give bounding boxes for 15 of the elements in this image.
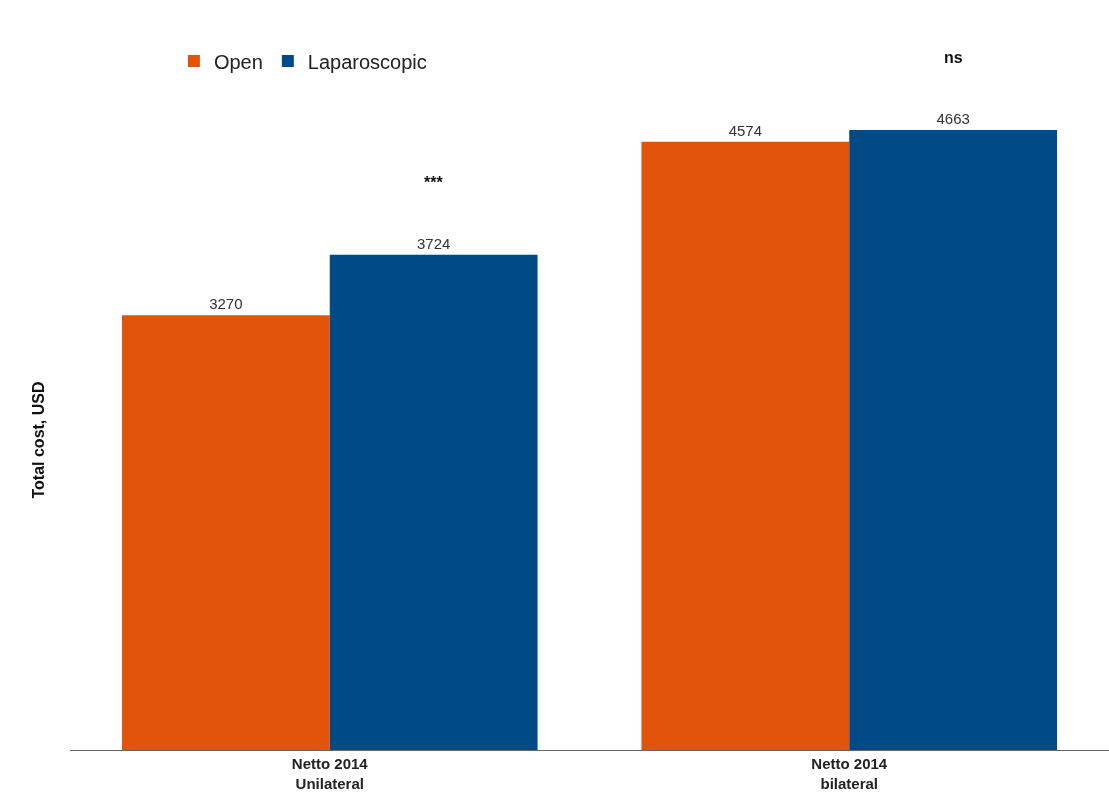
x-tick-label: Netto 2014 Unilateral bbox=[291, 755, 369, 792]
bar bbox=[121, 315, 330, 750]
bar bbox=[641, 141, 850, 750]
bar bbox=[329, 254, 538, 750]
data-label: 3270 bbox=[209, 295, 243, 313]
x-tick-label: Netto 2014 bilateral bbox=[811, 755, 888, 792]
text: ns bbox=[944, 49, 963, 66]
y-axis-title: Total cost, USD bbox=[29, 381, 47, 499]
legend-label: Open bbox=[213, 50, 263, 73]
legend-label: Laparoscopic bbox=[307, 50, 427, 73]
data-label: 4663 bbox=[936, 110, 970, 127]
annotation: *** bbox=[424, 174, 444, 191]
bar bbox=[849, 130, 1058, 750]
data-label: 3724 bbox=[416, 234, 451, 252]
data-label: 4574 bbox=[728, 121, 763, 139]
